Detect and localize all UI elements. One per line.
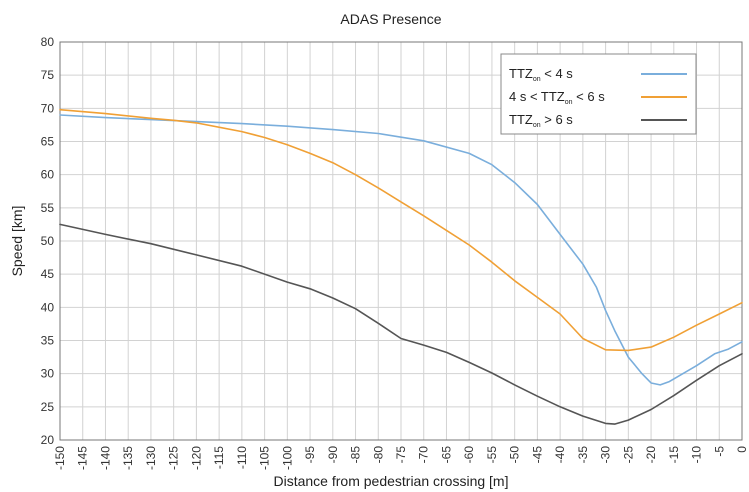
x-tick-label: -45 — [530, 446, 544, 464]
x-tick-label: -75 — [394, 446, 408, 464]
legend: TTZon < 4 s 4 s < TTZon < 6 s TTZon > 6 s — [500, 53, 697, 135]
x-tick-label: -55 — [485, 446, 499, 464]
x-tick-label: -5 — [712, 446, 726, 457]
x-tick-label: -80 — [371, 446, 385, 464]
series-line-1 — [59, 114, 743, 386]
y-tick-label: 75 — [41, 68, 55, 82]
y-axis-label: Speed [km] — [9, 206, 25, 277]
series-line-2 — [59, 108, 743, 352]
y-tick-label: 25 — [41, 400, 55, 414]
x-tick-label: -130 — [144, 446, 158, 470]
x-tick-label: -145 — [76, 446, 90, 470]
x-tick-label: -120 — [189, 446, 203, 470]
x-tick-label: -105 — [258, 446, 272, 470]
series-layer — [59, 108, 743, 425]
y-tick-label: 70 — [41, 101, 55, 115]
x-tick-label: -25 — [621, 446, 635, 464]
y-tick-label: 45 — [41, 267, 55, 281]
series-line-3 — [59, 223, 743, 425]
x-tick-label: -140 — [98, 446, 112, 470]
x-tick-label: -125 — [167, 446, 181, 470]
y-tick-label: 35 — [41, 334, 55, 348]
x-tick-label: -60 — [462, 446, 476, 464]
y-tick-label: 40 — [41, 300, 55, 314]
x-tick-label: 0 — [735, 446, 749, 453]
y-tick-label: 50 — [41, 234, 55, 248]
x-tick-label: -115 — [212, 446, 226, 469]
y-tick-label: 55 — [41, 201, 55, 215]
x-tick-label: -65 — [439, 446, 453, 464]
y-tick-label: 30 — [41, 367, 55, 381]
y-tick-label: 65 — [41, 135, 55, 149]
x-tick-label: -85 — [349, 446, 363, 464]
plot-frame — [59, 41, 743, 441]
legend-label-1: TTZon < 4 s — [509, 66, 573, 83]
y-tick-label: 20 — [41, 433, 55, 447]
legend-label-2: 4 s < TTZon < 6 s — [509, 89, 605, 106]
x-tick-label: -135 — [121, 446, 135, 470]
y-tick-label: 80 — [41, 35, 55, 49]
x-tick-label: -30 — [599, 446, 613, 464]
y-tick-label: 60 — [41, 168, 55, 182]
x-tick-label: -70 — [417, 446, 431, 464]
x-axis-label: Distance from pedestrian crossing [m] — [274, 473, 509, 489]
x-tick-label: -40 — [553, 446, 567, 464]
x-tick-label: -35 — [576, 446, 590, 464]
chart-title: ADAS Presence — [340, 11, 441, 27]
x-tick-label: -10 — [690, 446, 704, 464]
grid — [59, 41, 743, 441]
x-tick-label: -150 — [53, 446, 67, 470]
x-tick-label: -15 — [667, 446, 681, 464]
x-tick-label: -100 — [280, 446, 294, 470]
x-tick-label: -20 — [644, 446, 658, 464]
x-tick-label: -90 — [326, 446, 340, 464]
x-tick-label: -95 — [303, 446, 317, 464]
x-tick-label: -50 — [508, 446, 522, 464]
x-tick-label: -110 — [235, 446, 249, 469]
legend-label-3: TTZon > 6 s — [509, 112, 573, 129]
